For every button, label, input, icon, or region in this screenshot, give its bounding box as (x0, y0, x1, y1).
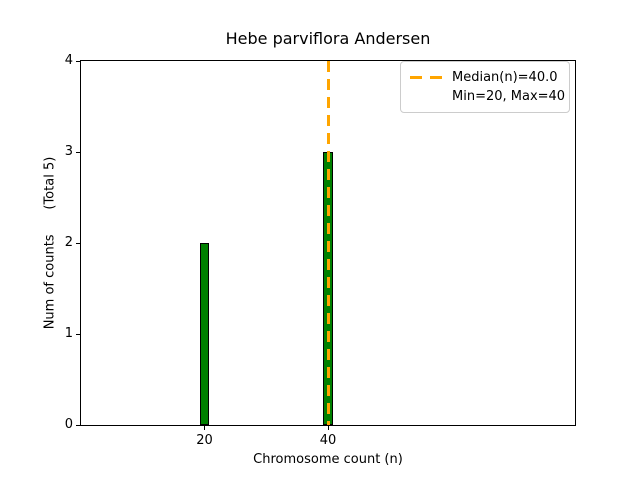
legend-item-0: Median(n)=40.0 (410, 68, 560, 87)
x-tick-label: 40 (319, 433, 337, 448)
y-tick-label: 1 (64, 326, 73, 341)
legend-label: Median(n)=40.0 (452, 70, 558, 85)
x-axis-label: Chromosome count (n) (253, 452, 403, 467)
y-tick-mark (76, 151, 80, 153)
y-tick-mark (76, 60, 80, 62)
x-tick-label: 20 (196, 433, 213, 448)
median-dashed-line-legend-sample (410, 76, 443, 79)
bar-x20 (199, 243, 210, 425)
x-tick-mark (204, 426, 205, 430)
y-tick-mark (76, 242, 80, 244)
y-tick-mark (76, 333, 80, 335)
y-tick-label: 2 (64, 235, 73, 250)
y-tick-label: 4 (64, 53, 73, 68)
median-line (326, 61, 330, 425)
x-tick-mark (327, 426, 329, 430)
legend-sample-empty (410, 95, 443, 98)
legend-item-1: Min=20, Max=40 (410, 87, 565, 106)
chart-title: Hebe parviflora Andersen (225, 29, 431, 48)
y-tick-label: 3 (64, 144, 73, 159)
plot-area (80, 60, 576, 426)
legend: Median(n)=40.0 Min=20, Max=40 (400, 61, 570, 113)
legend-label: Min=20, Max=40 (452, 89, 566, 104)
y-tick-label: 0 (64, 417, 73, 432)
y-tick-mark (76, 424, 80, 426)
